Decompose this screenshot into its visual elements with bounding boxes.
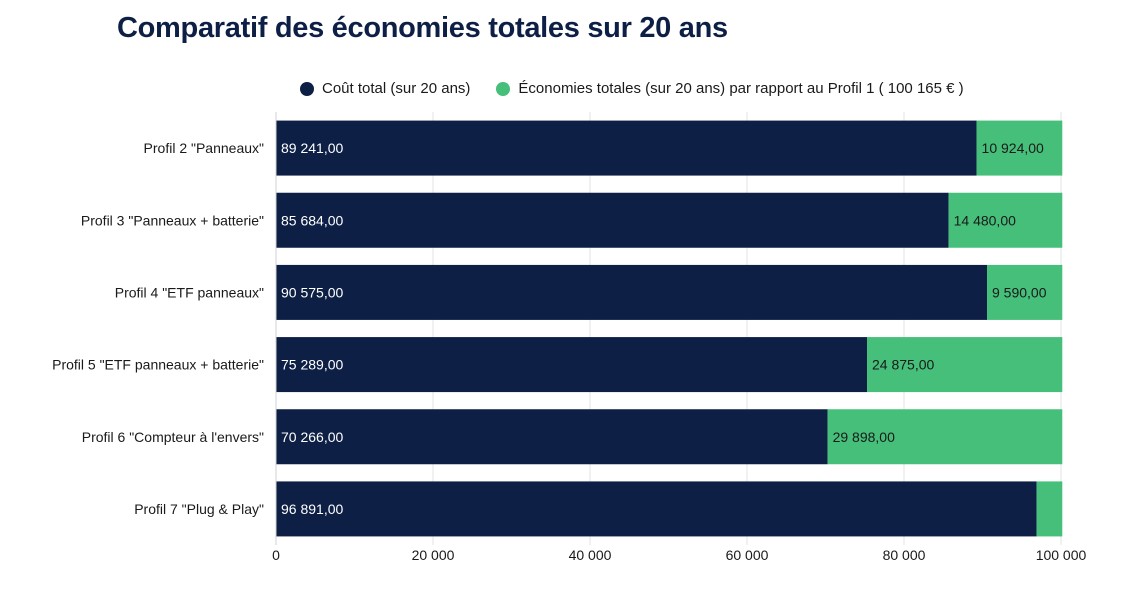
data-label-cout-total: 96 891,00 <box>281 501 343 517</box>
bar-economies <box>976 120 1063 176</box>
category-label: Profil 6 "Compteur à l'envers" <box>82 429 264 445</box>
bar-cout-total <box>276 337 868 393</box>
category-label: Profil 2 "Panneaux" <box>144 140 264 156</box>
x-tick-label: 80 000 <box>883 547 926 563</box>
x-tick-label: 0 <box>272 547 280 563</box>
x-tick-label: 20 000 <box>412 547 455 563</box>
legend-item-economies: Économies totales (sur 20 ans) par rappo… <box>496 80 964 97</box>
x-tick-label: 60 000 <box>726 547 769 563</box>
legend-item-cout-total: Coût total (sur 20 ans) <box>300 80 470 97</box>
bar-economies <box>987 264 1063 320</box>
bar-economies <box>827 409 1063 465</box>
chart-legend: Coût total (sur 20 ans) Économies totale… <box>300 80 990 97</box>
bar-economies <box>1036 481 1063 537</box>
data-label-cout-total: 89 241,00 <box>281 140 343 156</box>
bar-economies <box>867 337 1063 393</box>
bar-cout-total <box>276 409 828 465</box>
bar-cout-total <box>276 192 949 248</box>
data-label-economies: 9 590,00 <box>992 284 1047 300</box>
legend-label-cout-total: Coût total (sur 20 ans) <box>322 80 471 97</box>
x-tick-label: 100 000 <box>1036 547 1087 563</box>
category-label: Profil 7 "Plug & Play" <box>134 501 264 517</box>
bar-cout-total <box>276 264 988 320</box>
legend-label-economies: Économies totales (sur 20 ans) par rappo… <box>518 80 964 97</box>
category-label: Profil 3 "Panneaux + batterie" <box>81 212 264 228</box>
bar-cout-total <box>276 120 977 176</box>
category-label: Profil 5 "ETF panneaux + batterie" <box>52 357 264 373</box>
data-label-cout-total: 90 575,00 <box>281 284 343 300</box>
legend-swatch-economies <box>496 81 511 96</box>
category-label: Profil 4 "ETF panneaux" <box>115 284 264 300</box>
data-label-cout-total: 85 684,00 <box>281 212 343 228</box>
data-label-economies: 24 875,00 <box>872 357 934 373</box>
x-tick-label: 40 000 <box>569 547 612 563</box>
data-label-cout-total: 70 266,00 <box>281 429 343 445</box>
data-label-economies: 29 898,00 <box>833 429 895 445</box>
legend-swatch-cout-total <box>300 81 314 96</box>
data-label-economies: 14 480,00 <box>954 212 1016 228</box>
data-label-economies: 10 924,00 <box>982 140 1044 156</box>
chart-title: Comparatif des économies totales sur 20 … <box>117 12 728 44</box>
bar-economies <box>948 192 1063 248</box>
data-label-cout-total: 75 289,00 <box>281 357 343 373</box>
bar-cout-total <box>276 481 1037 537</box>
